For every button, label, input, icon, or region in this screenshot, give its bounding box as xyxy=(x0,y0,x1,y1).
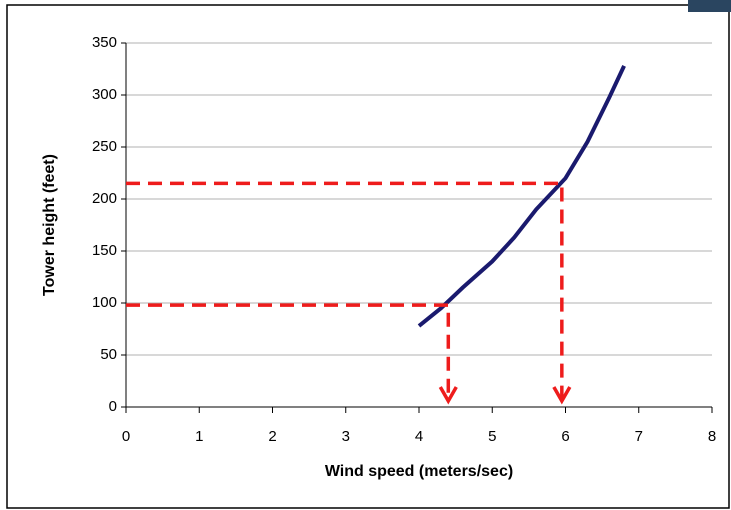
x-tick-label: 0 xyxy=(122,428,130,445)
x-tick-label: 5 xyxy=(488,428,496,445)
chart: Wind speed (meters/sec) Tower height (fe… xyxy=(0,0,731,510)
x-tick-label: 3 xyxy=(342,428,350,445)
x-axis-label: Wind speed (meters/sec) xyxy=(325,463,513,480)
x-tick-label: 4 xyxy=(415,428,423,445)
y-tick-label: 250 xyxy=(92,138,117,155)
y-tick-label: 200 xyxy=(92,190,117,207)
y-tick-label: 300 xyxy=(92,86,117,103)
y-tick-label: 0 xyxy=(109,398,117,415)
x-tick-label: 8 xyxy=(708,428,716,445)
page: Wind speed (meters/sec) Tower height (fe… xyxy=(0,0,731,510)
corner-image xyxy=(688,0,731,12)
x-tick-label: 7 xyxy=(635,428,643,445)
guide-line xyxy=(126,183,562,399)
y-tick-label: 150 xyxy=(92,242,117,259)
y-tick-label: 100 xyxy=(92,294,117,311)
y-tick-label: 50 xyxy=(100,346,117,363)
y-axis-label: Tower height (feet) xyxy=(41,154,58,296)
x-tick-label: 1 xyxy=(195,428,203,445)
y-tick-label: 350 xyxy=(92,34,117,51)
x-tick-label: 6 xyxy=(561,428,569,445)
data-line xyxy=(419,66,624,326)
guide-line xyxy=(126,305,448,399)
x-tick-label: 2 xyxy=(268,428,276,445)
